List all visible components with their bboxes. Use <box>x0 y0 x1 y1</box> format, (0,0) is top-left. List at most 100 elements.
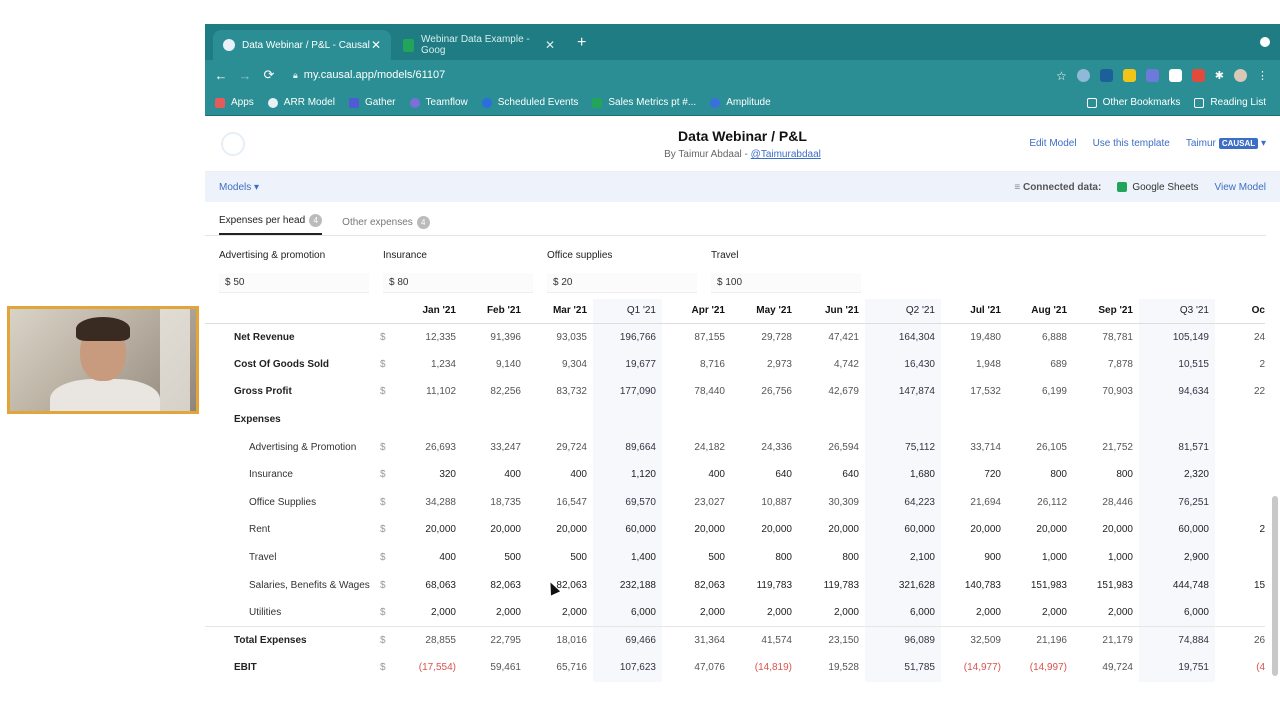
table-cell[interactable]: 82,063 <box>490 579 521 591</box>
table-cell[interactable]: 800 <box>1116 469 1133 481</box>
table-cell[interactable]: 19,751 <box>1139 654 1215 682</box>
table-cell[interactable]: 9,140 <box>495 358 521 370</box>
table-cell[interactable]: 20,000 <box>425 524 456 536</box>
table-cell[interactable]: 20,000 <box>556 524 587 536</box>
row-label[interactable]: Net Revenue <box>234 331 295 343</box>
table-cell[interactable]: 18,735 <box>490 496 521 508</box>
travel-input[interactable]: $ 100 <box>711 273 861 293</box>
table-cell[interactable]: 400 <box>570 469 587 481</box>
table-cell[interactable]: 6,000 <box>865 598 941 627</box>
table-cell[interactable]: 93,035 <box>556 331 587 343</box>
table-cell[interactable]: 20,000 <box>1102 524 1133 536</box>
table-cell[interactable]: 2,000 <box>699 606 725 618</box>
table-cell[interactable]: 147,874 <box>865 378 941 406</box>
user-menu[interactable]: Taimur CAUSAL ▾ <box>1186 138 1266 149</box>
table-cell[interactable]: 69,570 <box>593 488 662 517</box>
table-cell[interactable]: 8 <box>1215 461 1265 489</box>
table-cell[interactable]: (14,997) <box>1029 662 1067 674</box>
table-cell[interactable]: 28,446 <box>1102 496 1133 508</box>
table-cell[interactable]: 800 <box>775 552 792 564</box>
table-cell[interactable]: 400 <box>504 469 521 481</box>
extension-icon[interactable] <box>1145 68 1159 82</box>
star-icon[interactable]: ☆ <box>1056 68 1067 83</box>
table-cell[interactable]: 1,000 <box>1107 552 1133 564</box>
table-cell[interactable]: 29,728 <box>761 331 792 343</box>
column-header[interactable]: Q3 '21 <box>1139 299 1215 324</box>
table-cell[interactable]: 20,000 <box>970 524 1001 536</box>
table-cell[interactable]: 12,335 <box>425 331 456 343</box>
table-cell[interactable] <box>462 406 527 434</box>
table-cell[interactable]: 2,000 <box>495 606 521 618</box>
table-cell[interactable]: 23,027 <box>694 496 725 508</box>
row-label[interactable]: EBIT <box>234 662 257 674</box>
table-cell[interactable]: 68,063 <box>425 579 456 591</box>
table-cell[interactable]: 119,783 <box>756 579 792 591</box>
table-cell[interactable] <box>731 406 798 434</box>
table-cell[interactable] <box>798 406 865 434</box>
table-cell[interactable]: (14,977) <box>963 662 1001 674</box>
column-header[interactable]: Jan '21 <box>410 299 462 324</box>
table-cell[interactable]: 22,795 <box>462 626 527 655</box>
table-cell[interactable]: 196,766 <box>593 323 662 351</box>
table-cell[interactable]: 500 <box>708 552 725 564</box>
row-label[interactable]: Rent <box>249 524 271 536</box>
table-cell[interactable]: 2,320 <box>1139 460 1215 489</box>
column-header[interactable]: Sep '21 <box>1073 299 1139 324</box>
table-cell[interactable]: 59,461 <box>490 662 521 674</box>
table-cell[interactable]: 18,016 <box>527 626 593 655</box>
bookmark-sales-metrics[interactable]: Sales Metrics pt #... <box>592 97 696 108</box>
table-cell[interactable]: 20,000 <box>761 524 792 536</box>
advertising-input[interactable]: $ 50 <box>219 273 369 293</box>
column-header[interactable]: Mar '21 <box>527 299 593 324</box>
table-cell[interactable]: 16,547 <box>556 496 587 508</box>
bookmark-gather[interactable]: Gather <box>348 97 396 108</box>
table-cell[interactable]: 9,304 <box>561 358 587 370</box>
puzzle-icon[interactable]: ✱ <box>1214 69 1224 82</box>
extension-icon[interactable] <box>1191 68 1205 82</box>
row-label[interactable]: Expenses <box>234 414 281 426</box>
table-cell[interactable]: 4,742 <box>833 358 859 370</box>
table-cell[interactable]: 1,400 <box>593 543 662 572</box>
table-cell[interactable]: 19,528 <box>828 662 859 674</box>
table-cell[interactable]: 19,677 <box>593 350 662 379</box>
view-model-button[interactable]: View Model <box>1214 181 1266 193</box>
bookmark-arr-model[interactable]: ARR Model <box>267 97 335 108</box>
use-template-button[interactable]: Use this template <box>1092 138 1170 149</box>
table-cell[interactable]: (42,1 <box>1256 662 1265 674</box>
table-cell[interactable]: 60,000 <box>865 516 941 544</box>
table-cell[interactable]: 19,480 <box>970 331 1001 343</box>
table-cell[interactable]: 91,396 <box>490 331 521 343</box>
table-cell[interactable]: 1,234 <box>430 358 456 370</box>
extension-icon[interactable] <box>1076 68 1090 82</box>
table-cell[interactable]: 78,440 <box>694 386 725 398</box>
table-cell[interactable]: 177,090 <box>593 378 662 406</box>
table-cell[interactable]: 20,000 <box>1036 524 1067 536</box>
table-cell[interactable] <box>1139 405 1215 434</box>
table-cell[interactable]: 2,100 <box>865 543 941 572</box>
table-cell[interactable]: 232,188 <box>593 571 662 599</box>
table-cell[interactable]: 321,628 <box>865 571 941 599</box>
row-label[interactable]: Office Supplies <box>249 496 317 508</box>
table-cell[interactable]: 31,364 <box>662 626 731 655</box>
table-cell[interactable]: 33,247 <box>490 441 521 453</box>
table-cell[interactable]: 29,724 <box>556 441 587 453</box>
table-cell[interactable]: 83,732 <box>556 386 587 398</box>
row-label[interactable]: Total Expenses <box>205 626 380 655</box>
table-cell[interactable]: 2,000 <box>561 606 587 618</box>
table-cell[interactable]: 47,421 <box>828 331 859 343</box>
column-header[interactable]: Jul '21 <box>941 299 1007 324</box>
column-header[interactable]: May '21 <box>731 299 798 324</box>
table-cell[interactable]: 1,948 <box>975 358 1001 370</box>
table-cell[interactable]: 2,973 <box>766 358 792 370</box>
row-label[interactable]: Travel <box>249 552 277 564</box>
table-cell[interactable]: 119,783 <box>823 579 859 591</box>
table-cell[interactable]: 17,532 <box>970 386 1001 398</box>
table-cell[interactable]: 900 <box>984 552 1001 564</box>
table-cell[interactable] <box>1073 406 1139 434</box>
table-cell[interactable]: 320 <box>439 469 456 481</box>
table-cell[interactable]: 20,000 <box>490 524 521 536</box>
bookmark-apps[interactable]: Apps <box>215 97 254 108</box>
table-cell[interactable]: 107,623 <box>593 654 662 682</box>
table-cell[interactable]: 33,714 <box>970 441 1001 453</box>
table-cell[interactable]: 21,752 <box>1102 441 1133 453</box>
